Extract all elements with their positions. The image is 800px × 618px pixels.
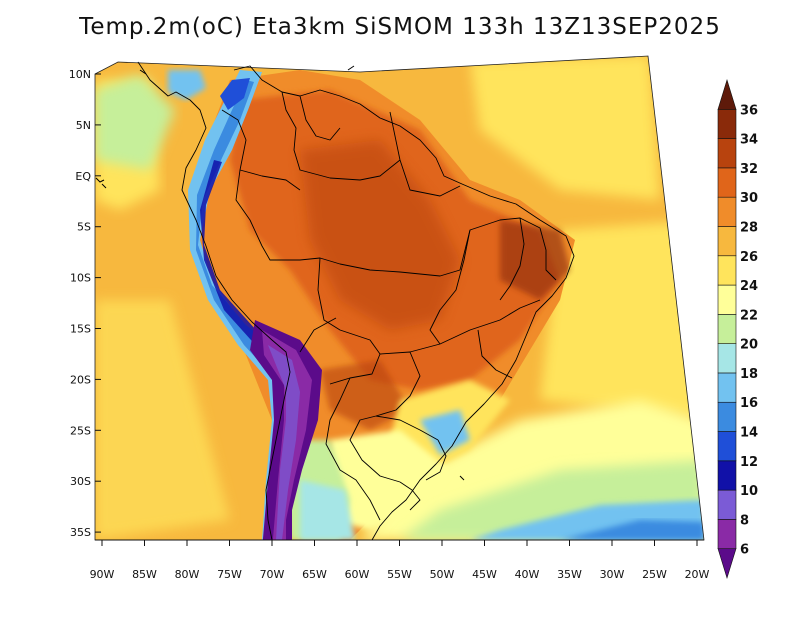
colorbar-segment bbox=[717, 372, 737, 403]
colorbar-segment bbox=[717, 196, 737, 227]
colorbar-segment bbox=[717, 78, 737, 110]
lon-label: 55W bbox=[387, 568, 412, 581]
lon-label: 65W bbox=[302, 568, 327, 581]
lat-label: 30S bbox=[70, 475, 91, 488]
colorbar-label: 28 bbox=[740, 220, 758, 235]
lat-label: 15S bbox=[70, 323, 91, 336]
colorbar-label: 26 bbox=[740, 250, 758, 265]
colorbar-label: 36 bbox=[740, 103, 758, 118]
island-marks bbox=[95, 65, 465, 481]
lon-label: 30W bbox=[600, 568, 625, 581]
colorbar-segment bbox=[717, 255, 737, 286]
colorbar-label: 14 bbox=[740, 426, 758, 441]
colorbar-segment bbox=[717, 460, 737, 491]
lon-label: 75W bbox=[217, 568, 242, 581]
lon-label: 80W bbox=[175, 568, 200, 581]
colorbar-label: 22 bbox=[740, 308, 758, 323]
colorbar-label: 8 bbox=[740, 513, 749, 528]
colorbar-label: 18 bbox=[740, 367, 758, 382]
colorbar-segment bbox=[717, 548, 737, 580]
colorbar-label: 16 bbox=[740, 396, 758, 411]
colorbar-segment bbox=[717, 314, 737, 344]
lon-label: 70W bbox=[260, 568, 285, 581]
colorbar-segment bbox=[717, 167, 737, 198]
lat-label: 35S bbox=[70, 526, 91, 539]
lat-label: 10N bbox=[69, 68, 91, 81]
lat-label: 25S bbox=[70, 424, 91, 437]
colorbar-label: 20 bbox=[740, 338, 758, 353]
colorbar-label: 30 bbox=[740, 191, 758, 206]
colorbar-segment bbox=[717, 519, 737, 550]
lon-label: 60W bbox=[345, 568, 370, 581]
colorbar: 6 8 10 12 14 16 18 20 22 24 26 28 30 32 34 36 bbox=[717, 78, 758, 580]
latitude-axis: 10N 5N EQ 5S 10S 15S 20S 25S 30S 35S bbox=[69, 68, 101, 539]
lon-label: 25W bbox=[642, 568, 667, 581]
lon-label: 40W bbox=[515, 568, 540, 581]
colorbar-segment bbox=[717, 226, 737, 257]
lon-label: 45W bbox=[472, 568, 497, 581]
colorbar-label: 34 bbox=[740, 133, 758, 148]
coastlines-borders bbox=[137, 61, 575, 541]
longitude-axis: 90W 85W 80W 75W 70W 65W 60W 55W 50W 45W 40W 35W 30W 2… bbox=[90, 539, 710, 581]
colorbar-segment bbox=[717, 401, 737, 432]
colorbar-segment bbox=[717, 489, 737, 520]
lat-label: 5S bbox=[77, 221, 91, 234]
colorbar-label: 32 bbox=[740, 162, 758, 177]
lon-label: 35W bbox=[557, 568, 582, 581]
lon-label: 85W bbox=[132, 568, 157, 581]
lat-label: 20S bbox=[70, 373, 91, 386]
lat-label: EQ bbox=[75, 170, 91, 183]
colorbar-label: 6 bbox=[740, 543, 749, 558]
temperature-field bbox=[95, 56, 704, 540]
colorbar-segment bbox=[717, 284, 737, 315]
lon-label: 90W bbox=[90, 568, 115, 581]
colorbar-segment bbox=[717, 108, 737, 139]
map-title: Temp.2m(oC) Eta3km SiSMOM 133h 13Z13SEP2… bbox=[79, 14, 721, 40]
colorbar-segment bbox=[717, 138, 737, 169]
colorbar-segment bbox=[717, 343, 737, 374]
lon-label: 50W bbox=[430, 568, 455, 581]
colorbar-label: 12 bbox=[740, 455, 758, 470]
colorbar-segment bbox=[717, 431, 737, 462]
colorbar-label: 24 bbox=[740, 279, 758, 294]
lon-label: 20W bbox=[685, 568, 710, 581]
lat-label: 10S bbox=[70, 272, 91, 285]
lat-label: 5N bbox=[76, 119, 91, 132]
colorbar-label: 10 bbox=[740, 484, 758, 499]
